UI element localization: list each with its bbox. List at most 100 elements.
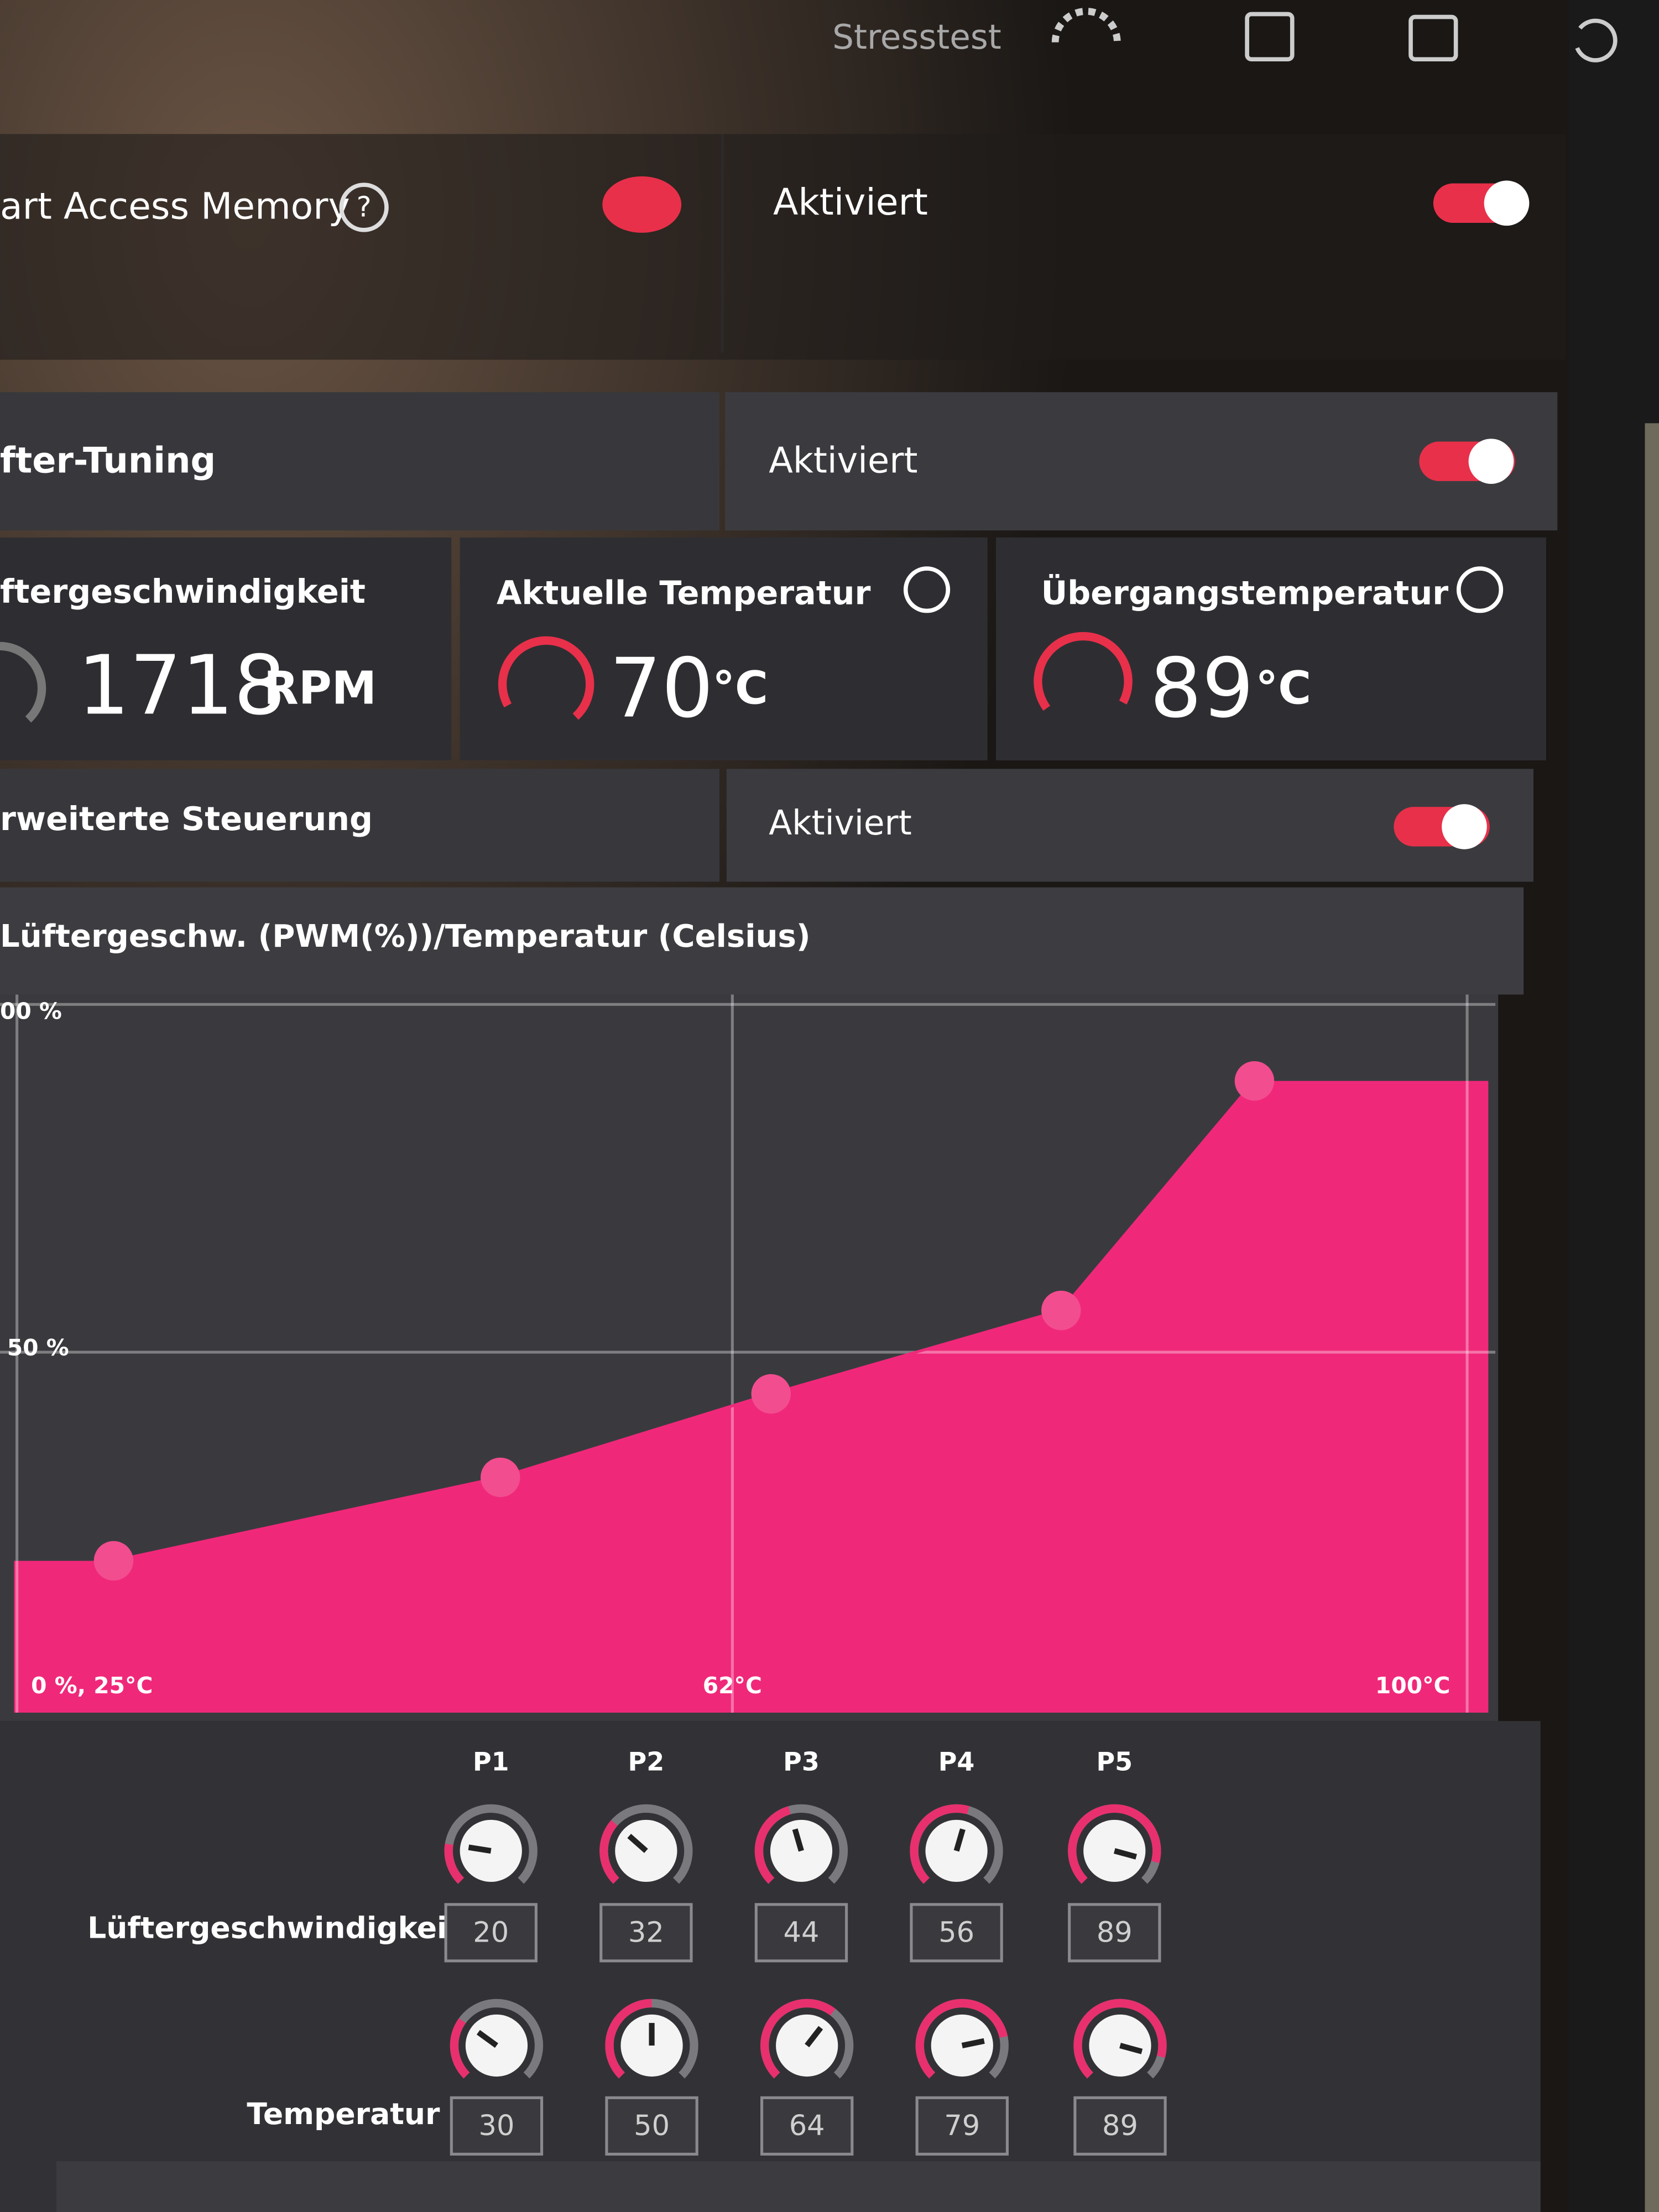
metric-label: Übergangstemperatur: [1041, 574, 1449, 612]
curve-point[interactable]: [481, 1457, 520, 1498]
knob-arc: [915, 1999, 1008, 2079]
value-box[interactable]: [605, 2096, 698, 2156]
speed-value[interactable]: 44: [784, 1916, 820, 1949]
knob-pointer: [476, 2030, 498, 2048]
help-icon[interactable]: [903, 566, 951, 613]
value-box[interactable]: [450, 2096, 544, 2156]
value-box[interactable]: [1068, 1903, 1161, 1963]
point-label: P2: [628, 1746, 665, 1776]
metric-label: ftergeschwindigkeit: [0, 573, 366, 611]
knob[interactable]: [615, 1819, 677, 1882]
temp-value[interactable]: 79: [944, 2110, 980, 2142]
memory-icon: [602, 176, 682, 233]
metric-panel: [460, 537, 988, 760]
value-box[interactable]: [910, 1903, 1003, 1963]
help-icon[interactable]: [1456, 566, 1504, 613]
memory-label: art Access Memory: [0, 185, 350, 228]
temp-value[interactable]: 30: [478, 2110, 514, 2142]
curve-fill: [14, 1081, 1489, 1713]
knob-pointer: [1113, 1848, 1138, 1860]
knob[interactable]: [460, 1819, 522, 1882]
knob-arc: [444, 1843, 465, 1884]
knob-arc: [599, 1820, 619, 1884]
advanced-toggle[interactable]: [1394, 804, 1490, 849]
help-icon[interactable]: [339, 182, 389, 232]
knob-arc: [605, 1999, 652, 2079]
footer-bar: [56, 2161, 1541, 2212]
gauge: [0, 641, 46, 723]
curve-point[interactable]: [1041, 1290, 1081, 1331]
y-tick-label: 00 %: [0, 998, 62, 1025]
metric-panel: [996, 537, 1546, 760]
stress-icon[interactable]: [1051, 8, 1121, 43]
toggle-knob[interactable]: [1442, 804, 1487, 849]
knob-pointer: [961, 2038, 985, 2048]
gauge: [498, 636, 594, 720]
knob[interactable]: [770, 1819, 833, 1882]
gauge: [1034, 632, 1133, 711]
point-label: P5: [1097, 1746, 1133, 1776]
export-icon[interactable]: [1408, 14, 1458, 61]
point-label: P4: [938, 1746, 975, 1776]
speed-value[interactable]: 56: [938, 1916, 974, 1949]
speed-row-label: Lüftergeschwindigkeit: [87, 1910, 461, 1945]
knob[interactable]: [925, 1819, 988, 1882]
point-label: P1: [473, 1746, 509, 1776]
header-icons[interactable]: [1051, 8, 1618, 62]
metric-label: Aktuelle Temperatur: [497, 575, 871, 612]
value-box[interactable]: [444, 1903, 538, 1963]
temp-value[interactable]: 89: [1102, 2110, 1138, 2142]
knob-pointer: [805, 2026, 823, 2048]
frame: [1568, 0, 1659, 2212]
toggle-knob[interactable]: [1484, 180, 1530, 226]
speed-value[interactable]: 32: [628, 1916, 664, 1949]
save-icon[interactable]: [1245, 12, 1295, 61]
reset-icon[interactable]: [1575, 18, 1618, 62]
knob-pointer: [1119, 2043, 1143, 2054]
value-box[interactable]: [754, 1903, 848, 1963]
metric-value: 1718: [77, 638, 286, 733]
knob-pointer: [792, 1828, 804, 1852]
tuning-panel: [0, 392, 720, 531]
value-box[interactable]: [1073, 2096, 1167, 2156]
metric-unit: RPM: [264, 662, 377, 714]
memory-status: Aktiviert: [773, 180, 928, 223]
memory-toggle[interactable]: [1433, 180, 1530, 226]
advanced-status: Aktiviert: [769, 804, 911, 843]
speed-value[interactable]: 20: [473, 1916, 509, 1949]
tuning-status-panel: [725, 392, 1558, 531]
knob-pointer: [468, 1844, 492, 1854]
curve-point[interactable]: [93, 1541, 134, 1581]
curve-point[interactable]: [751, 1374, 791, 1414]
wall: [1645, 423, 1659, 2212]
temp-value[interactable]: 64: [789, 2110, 825, 2142]
curve-point[interactable]: [1234, 1061, 1275, 1101]
knob-grid: P1 20 30 P2 32 50 P3 44 64 P4 56 79 P5 89 89: [444, 1746, 1167, 2156]
stresstest-label[interactable]: Stresstest: [832, 18, 1001, 57]
value-box[interactable]: [760, 2096, 854, 2156]
metric-unit: °C: [712, 662, 768, 714]
knob-arc: [450, 2018, 470, 2079]
tuning-label: fter-Tuning: [0, 440, 216, 481]
toggle-knob[interactable]: [1468, 439, 1514, 484]
knob-arc: [760, 1999, 836, 2079]
knob-pointer: [953, 1828, 966, 1852]
chart-title: Lüftergeschw. (PWM(%))/Temperatur (Celsi…: [0, 919, 811, 954]
knob-pointer: [627, 1834, 648, 1853]
point-label: P3: [783, 1746, 820, 1776]
help-icon-text: ?: [357, 191, 372, 224]
y-tick-label: 50 %: [7, 1334, 69, 1361]
x-tick-label: 100°C: [1375, 1672, 1451, 1699]
knob-arc: [1068, 1804, 1161, 1884]
x-tick-label: 62°C: [703, 1672, 762, 1699]
value-box[interactable]: [915, 2096, 1009, 2156]
plot: 50 % 00 % 0 %, 25°C 62°C 100°C: [0, 994, 1496, 1713]
x-tick-label: 0 %, 25°C: [31, 1672, 153, 1699]
speed-value[interactable]: 89: [1097, 1916, 1133, 1949]
tuning-toggle[interactable]: [1419, 439, 1515, 484]
temp-value[interactable]: 50: [634, 2110, 670, 2142]
knob-arc: [754, 1806, 791, 1884]
value-box[interactable]: [599, 1903, 693, 1963]
advanced-panel: [0, 769, 720, 882]
